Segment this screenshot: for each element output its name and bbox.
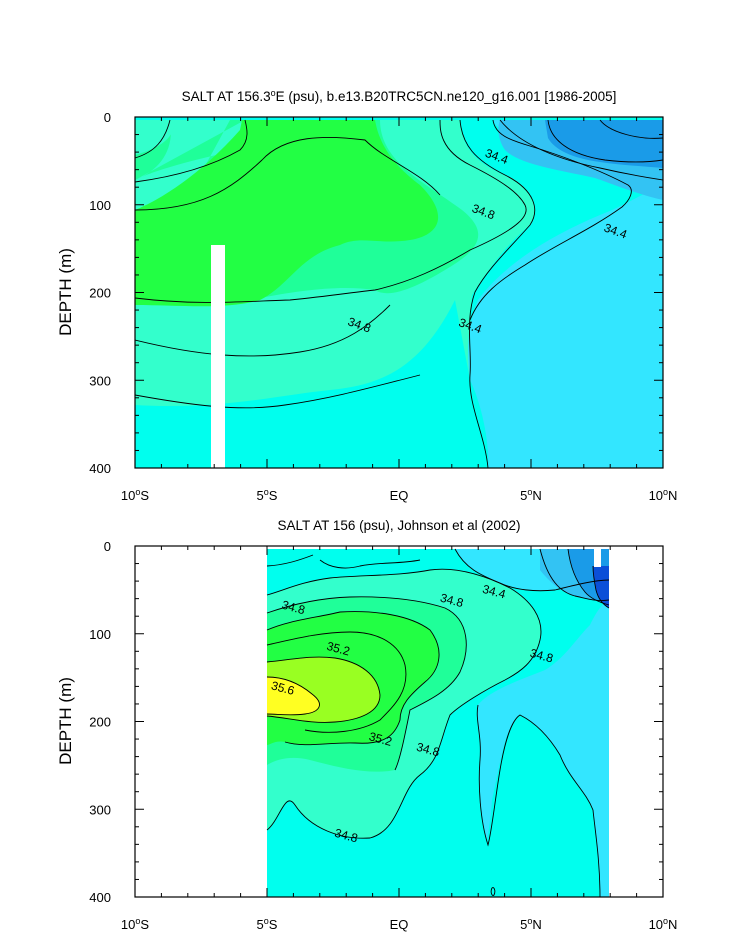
missing-data-gap — [594, 549, 601, 567]
contour-line — [135, 119, 527, 303]
x-tick-labels: 10oS 5oS EQ 5oN 10oN — [121, 487, 678, 503]
y-tick-label: 300 — [89, 802, 111, 817]
y-axis-label: DEPTH (m) — [56, 248, 75, 336]
contour-line — [459, 119, 536, 468]
axis-ticks — [134, 545, 664, 898]
contour-label: 34.8 — [528, 646, 554, 666]
y-tick-labels: 0 100 200 300 400 — [89, 110, 111, 476]
contour-label: 35.2 — [325, 639, 351, 659]
y-tick-label: 0 — [104, 539, 111, 554]
y-tick-label: 100 — [89, 198, 111, 213]
x-tick-label: 10oS — [121, 916, 149, 932]
y-tick-label: 400 — [89, 461, 111, 476]
contour-line — [135, 119, 248, 183]
contour-line — [135, 374, 421, 409]
missing-data-gap — [211, 245, 225, 468]
contour-line — [266, 656, 381, 723]
contour-lines — [266, 548, 610, 897]
contour-line — [547, 119, 663, 163]
contour-label: 34.8 — [439, 591, 465, 611]
salinity-band-34.4 — [455, 549, 609, 897]
contour-fills — [267, 549, 609, 897]
y-tick-label: 200 — [89, 715, 111, 730]
contour-line — [135, 136, 441, 211]
contour-label: 34.8 — [333, 826, 359, 846]
contour-line — [476, 704, 601, 897]
salinity-band-35.0 — [135, 120, 439, 307]
chart-panel-observations: SALT AT 156 (psu), Johnson et al (2002) — [56, 518, 677, 932]
x-tick-label: 10oN — [649, 916, 678, 932]
contour-line — [469, 119, 632, 321]
contour-line — [135, 304, 391, 357]
contour-line — [454, 548, 610, 592]
salinity-band-upper-saline — [135, 120, 175, 155]
y-tick-labels: 0 100 200 300 400 — [89, 539, 111, 905]
chart-title: SALT AT 156.3oE (psu), b.e13.B20TRC5CN.n… — [182, 88, 617, 104]
contour-line — [135, 119, 171, 159]
contour-line — [490, 887, 496, 896]
y-tick-label: 300 — [89, 373, 111, 388]
x-tick-label: 5oS — [257, 916, 278, 932]
contour-label: 34.8 — [415, 740, 441, 760]
contour-label: 35.2 — [367, 729, 393, 749]
contour-line — [592, 565, 610, 609]
contour-label: 35.6 — [270, 678, 296, 698]
salinity-band-35.6 — [267, 677, 320, 715]
contour-labels: 34.8 35.2 35.6 35.2 34.8 34.4 34.8 34.8 34.8 — [270, 582, 555, 846]
x-tick-label: 10oS — [121, 487, 149, 503]
contour-lines — [135, 119, 663, 468]
x-tick-label: EQ — [390, 917, 409, 932]
axis-ticks — [134, 116, 664, 469]
contour-line — [266, 676, 320, 716]
x-tick-label: 5oN — [520, 487, 542, 503]
x-tick-label: 10oN — [649, 487, 678, 503]
chart-title: SALT AT 156 (psu), Johnson et al (2002) — [278, 518, 521, 533]
y-tick-label: 200 — [89, 286, 111, 301]
contour-line — [266, 631, 407, 733]
salinity-band-34.0 — [545, 120, 663, 168]
contour-line — [266, 568, 542, 681]
x-tick-label: EQ — [390, 488, 409, 503]
salinity-band-34.4 — [440, 120, 663, 468]
contour-label: 34.4 — [481, 582, 507, 602]
y-tick-label: 400 — [89, 890, 111, 905]
salinity-band-33.8 — [593, 566, 609, 608]
contour-line — [266, 679, 506, 839]
contour-line — [599, 119, 663, 139]
x-tick-labels: 10oS 5oS EQ 5oN 10oN — [121, 916, 678, 932]
x-tick-label: 5oS — [257, 487, 278, 503]
y-tick-label: 0 — [104, 110, 111, 125]
contour-line — [567, 548, 610, 606]
contour-line — [266, 554, 421, 569]
y-axis-label: DEPTH (m) — [56, 677, 75, 765]
contour-label: 34.8 — [280, 598, 306, 618]
y-tick-label: 100 — [89, 627, 111, 642]
chart-panel-model: SALT AT 156.3oE (psu), b.e13.B20TRC5CN.n… — [56, 88, 677, 503]
x-tick-label: 5oN — [520, 916, 542, 932]
contour-line — [499, 119, 663, 181]
contour-line — [266, 596, 467, 771]
contour-line — [266, 611, 440, 746]
